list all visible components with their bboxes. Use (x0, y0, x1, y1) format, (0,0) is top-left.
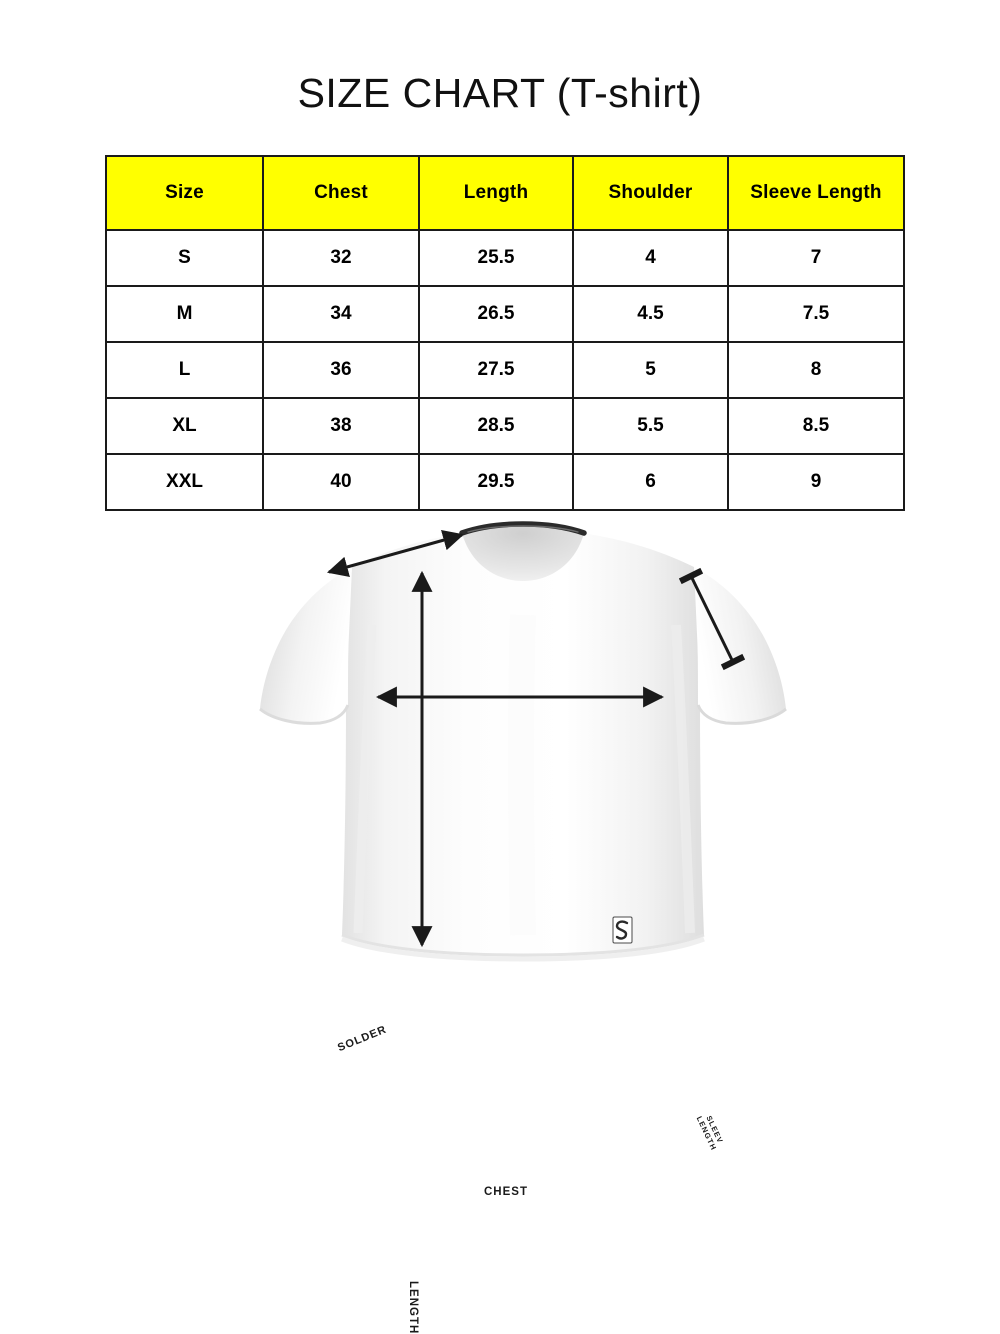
left-sleeve-hem (259, 704, 350, 725)
column-header-shoulder: Shoulder (572, 155, 729, 231)
chest-measure-label: CHEST (484, 1186, 528, 1198)
table-row: M 34 26.5 4.5 7.5 (105, 285, 905, 343)
cell-length: 27.5 (418, 341, 574, 399)
cell-chest: 38 (262, 397, 420, 455)
table-row: XXL 40 29.5 6 9 (105, 453, 905, 511)
table-row: L 36 27.5 5 8 (105, 341, 905, 399)
cell-size: L (105, 341, 264, 399)
cell-size: XXL (105, 453, 264, 511)
cell-chest: 40 (262, 453, 420, 511)
column-header-length: Length (418, 155, 574, 231)
tshirt-illustration (259, 521, 787, 962)
sleeve-measure-arrow (678, 567, 746, 671)
brand-tag (612, 916, 633, 944)
column-header-size: Size (105, 155, 264, 231)
table-row: S 32 25.5 4 7 (105, 229, 905, 287)
right-sleeve-hem (696, 704, 787, 725)
cell-shoulder: 4 (572, 229, 729, 287)
shirt-body-group (341, 533, 705, 962)
tshirt-diagram: SOLDER CHEST LENGTH SLEEV LENGTH (0, 505, 1000, 1334)
cell-sleeve: 7.5 (727, 285, 905, 343)
cell-shoulder: 5.5 (572, 397, 729, 455)
cell-length: 28.5 (418, 397, 574, 455)
cell-sleeve: 8.5 (727, 397, 905, 455)
shoulder-measure-label: SOLDER (336, 1023, 389, 1055)
cell-length: 26.5 (418, 285, 574, 343)
body-fold-center (508, 614, 536, 936)
cell-sleeve: 9 (727, 453, 905, 511)
cell-chest: 34 (262, 285, 420, 343)
cell-shoulder: 5 (572, 341, 729, 399)
right-sleeve (694, 567, 786, 724)
cell-sleeve: 8 (727, 341, 905, 399)
sleeve-measure-label: SLEEV LENGTH (695, 1111, 727, 1152)
shoulder-measure-arrow (326, 529, 465, 578)
column-header-sleeve-length: Sleeve Length (727, 155, 905, 231)
cell-shoulder: 6 (572, 453, 729, 511)
cell-size: M (105, 285, 264, 343)
cell-size: S (105, 229, 264, 287)
collar-band (459, 521, 587, 536)
cell-shoulder: 4.5 (572, 285, 729, 343)
cell-chest: 36 (262, 341, 420, 399)
collar-highlight (467, 525, 579, 533)
column-header-chest: Chest (262, 155, 420, 231)
cell-size: XL (105, 397, 264, 455)
collar-group (459, 521, 587, 581)
shirt-hem-edge (341, 936, 705, 962)
left-sleeve-group (259, 567, 352, 725)
cell-length: 25.5 (418, 229, 574, 287)
body-fold-left (353, 624, 377, 934)
body-fold-right (671, 624, 695, 934)
size-chart-table: Size Chest Length Shoulder Sleeve Length… (105, 155, 905, 511)
page-title: SIZE CHART (T-shirt) (297, 70, 703, 116)
cell-length: 29.5 (418, 453, 574, 511)
length-measure-label: LENGTH (407, 1281, 419, 1334)
right-sleeve-group (694, 567, 787, 725)
neck-opening (462, 525, 584, 581)
left-sleeve (260, 567, 352, 724)
table-header-row: Size Chest Length Shoulder Sleeve Length (105, 155, 905, 231)
table-row: XL 38 28.5 5.5 8.5 (105, 397, 905, 455)
brand-logo-icon (615, 920, 629, 940)
shirt-hem (341, 933, 705, 957)
cell-chest: 32 (262, 229, 420, 287)
cell-sleeve: 7 (727, 229, 905, 287)
